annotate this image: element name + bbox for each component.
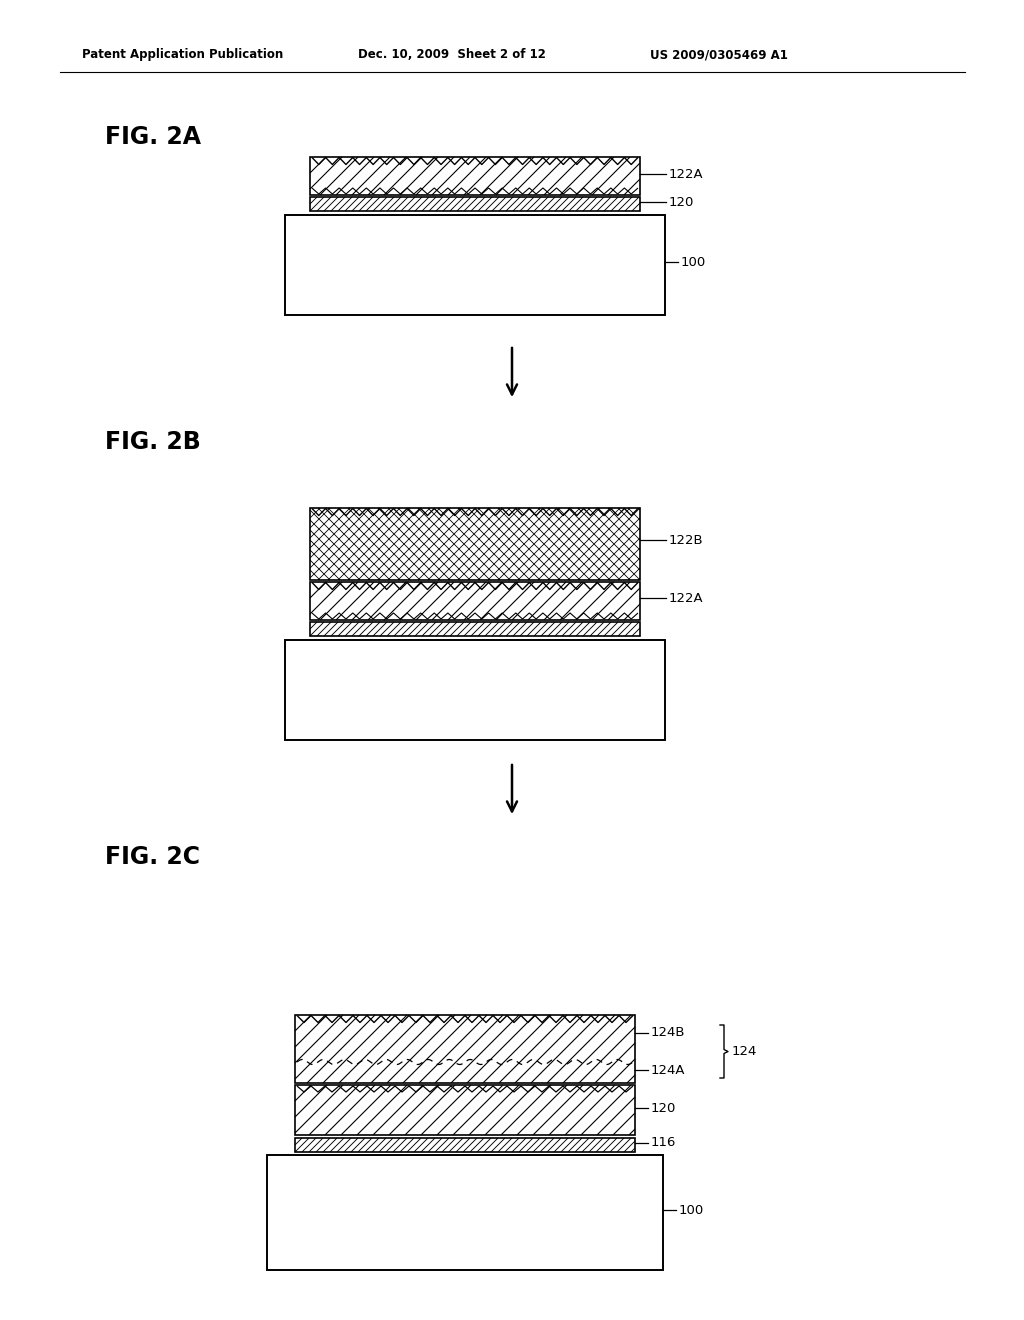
Text: 122A: 122A bbox=[669, 591, 703, 605]
Bar bbox=[295, 1015, 635, 1082]
Text: 100: 100 bbox=[679, 1204, 705, 1217]
Bar bbox=[295, 1085, 635, 1135]
Text: 124: 124 bbox=[732, 1045, 758, 1059]
Text: 122A: 122A bbox=[669, 168, 703, 181]
Text: 116: 116 bbox=[651, 1137, 677, 1150]
Text: 124B: 124B bbox=[651, 1027, 685, 1040]
Text: 122B: 122B bbox=[669, 533, 703, 546]
Bar bbox=[310, 622, 640, 636]
Bar bbox=[285, 640, 665, 741]
Bar bbox=[310, 197, 640, 211]
Text: 120: 120 bbox=[651, 1101, 677, 1114]
Text: Dec. 10, 2009  Sheet 2 of 12: Dec. 10, 2009 Sheet 2 of 12 bbox=[358, 48, 546, 61]
Text: 100: 100 bbox=[681, 256, 707, 268]
Text: US 2009/0305469 A1: US 2009/0305469 A1 bbox=[650, 48, 787, 61]
Text: Patent Application Publication: Patent Application Publication bbox=[82, 48, 284, 61]
Bar bbox=[310, 508, 640, 579]
Text: FIG. 2A: FIG. 2A bbox=[105, 125, 201, 149]
Bar bbox=[310, 582, 640, 620]
Text: 124A: 124A bbox=[651, 1064, 685, 1077]
Text: 120: 120 bbox=[669, 195, 694, 209]
Bar bbox=[285, 215, 665, 315]
Text: FIG. 2B: FIG. 2B bbox=[105, 430, 201, 454]
Bar bbox=[295, 1138, 635, 1152]
Bar bbox=[267, 1155, 663, 1270]
Text: FIG. 2C: FIG. 2C bbox=[105, 845, 200, 869]
Bar bbox=[310, 157, 640, 195]
